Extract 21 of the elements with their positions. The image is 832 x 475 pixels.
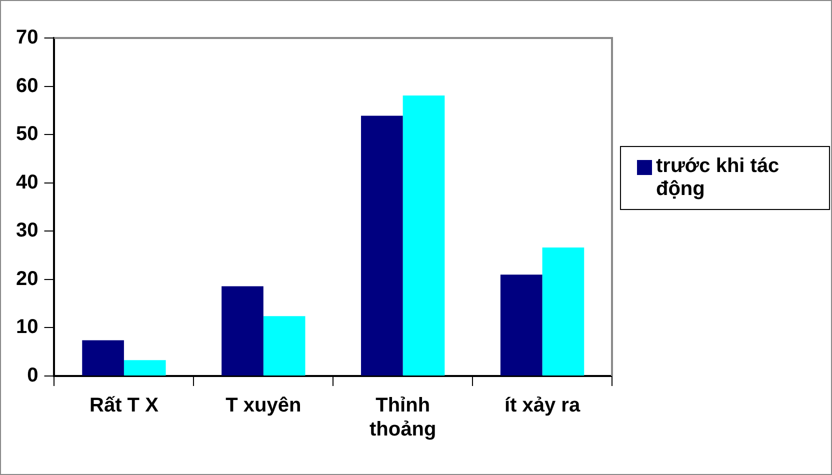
bar	[402, 95, 445, 376]
legend-label: trước khi tác động	[656, 155, 780, 201]
y-tick-label: 30	[16, 220, 38, 242]
y-tick-label: 50	[16, 123, 38, 146]
bar	[263, 316, 306, 376]
bar	[222, 286, 264, 376]
x-tick-label: Thỉnh thoảng	[370, 394, 436, 441]
bar	[500, 274, 542, 376]
bar	[124, 360, 166, 376]
y-tick-label: 0	[27, 364, 38, 387]
y-tick-label: 70	[16, 26, 38, 49]
x-tick-label: T xuyên	[226, 394, 302, 417]
y-tick-label: 60	[16, 74, 38, 97]
bar	[361, 116, 403, 376]
bar	[542, 248, 584, 376]
x-tick-label: ít xảy ra	[504, 394, 581, 417]
y-tick-label: 20	[16, 268, 38, 290]
x-tick-label: Rất T X	[90, 394, 160, 417]
y-tick-label: 40	[16, 171, 38, 194]
bar	[82, 340, 124, 376]
y-tick-label: 10	[16, 316, 38, 338]
